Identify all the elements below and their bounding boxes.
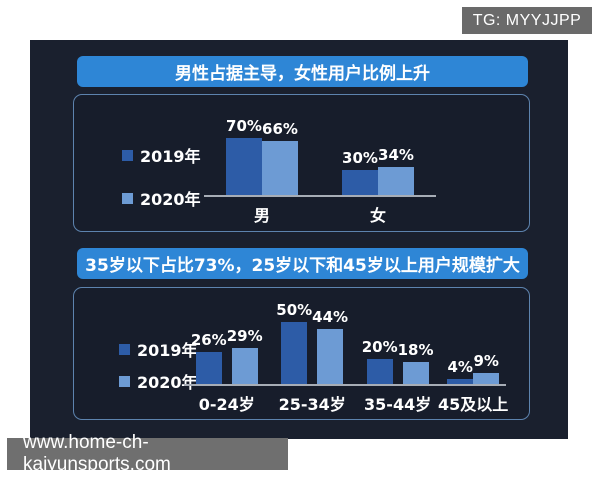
bar-wrap: 26% <box>191 331 227 384</box>
bar-group: 70% 66% 男 <box>226 117 298 225</box>
legend-item-2020: 2020年 <box>119 369 198 393</box>
bar-wrap: 50% <box>276 301 312 384</box>
bar-group: 20% 18% 35-44岁 <box>362 338 434 414</box>
category-label: 25-34岁 <box>278 395 346 414</box>
tg-badge: TG: MYYJJPP <box>462 7 592 34</box>
legend-swatch-2019 <box>122 149 133 161</box>
bar-2020年-0-24岁 <box>231 348 258 384</box>
bar-value-label: 50% <box>276 301 313 319</box>
bar-2020年-男 <box>262 141 298 195</box>
chart-2-panel: 2019年 2020年 26% 29% 0-24岁 50% 44% 25-34岁 20% 18… <box>73 287 530 420</box>
legend-label-2019: 2019年 <box>137 341 198 360</box>
bar-wrap: 30% <box>342 149 378 195</box>
legend-swatch-2020 <box>119 375 130 387</box>
bar-group: 50% 44% 25-34岁 <box>276 301 348 414</box>
bar-value-label: 66% <box>262 120 298 138</box>
category-label: 35-44岁 <box>364 395 432 414</box>
bar-value-label: 44% <box>312 308 349 326</box>
category-label: 45及以上 <box>438 395 509 414</box>
bar-2020年-45及以上 <box>473 373 500 384</box>
legend-swatch-2020 <box>122 192 133 204</box>
infographic-board: 男性占据主导，女性用户比例上升 2019年 2020年 70% 66% 男 30% 34… <box>30 40 568 439</box>
bar-wrap: 66% <box>262 120 298 195</box>
url-badge: www.home-ch-kaiyunsports.com <box>7 432 288 475</box>
legend-item-2019: 2019年 <box>119 337 198 361</box>
bar-wrap: 9% <box>473 352 500 384</box>
bar-2020年-35-44岁 <box>402 362 429 384</box>
legend-label-2020: 2020年 <box>137 373 198 392</box>
legend-label-2019: 2019年 <box>140 147 201 166</box>
plot-age: 26% 29% 0-24岁 50% 44% 25-34岁 20% 18% 35-44岁 4% 9% 4… <box>184 296 508 414</box>
legend-swatch-2019 <box>119 343 130 355</box>
plot-gender: 70% 66% 男 30% 34% 女 <box>204 105 436 225</box>
chart-1-title-banner: 男性占据主导，女性用户比例上升 <box>77 56 528 87</box>
bar-2019年-男 <box>226 138 262 195</box>
chart-2-title-banner: 35岁以下占比73%，25岁以下和45岁以上用户规模扩大 <box>77 248 528 279</box>
bar-group: 4% 9% 45及以上 <box>438 352 508 414</box>
legend-item-2020: 2020年 <box>122 186 201 210</box>
bar-group: 26% 29% 0-24岁 <box>191 327 263 414</box>
category-label: 女 <box>369 206 387 225</box>
legend-item-2019: 2019年 <box>122 143 201 167</box>
bar-value-label: 20% <box>361 338 398 356</box>
legend-label-2020: 2020年 <box>140 190 201 209</box>
bar-value-label: 70% <box>226 117 262 135</box>
category-label: 男 <box>253 206 271 225</box>
bar-wrap: 18% <box>398 341 434 384</box>
bar-2020年-女 <box>378 167 414 195</box>
bar-2019年-35-44岁 <box>366 359 393 384</box>
chart-1-panel: 2019年 2020年 70% 66% 男 30% 34% 女 <box>73 94 530 232</box>
bar-wrap: 44% <box>312 308 348 384</box>
bar-value-label: 18% <box>397 341 434 359</box>
bar-2019年-0-24岁 <box>195 352 222 384</box>
bar-wrap: 20% <box>362 338 398 384</box>
bar-2019年-25-34岁 <box>281 322 308 384</box>
bar-2019年-45及以上 <box>447 379 474 384</box>
bar-group: 30% 34% 女 <box>342 146 414 225</box>
bar-wrap: 70% <box>226 117 262 195</box>
bar-wrap: 4% <box>447 358 474 384</box>
bar-2019年-女 <box>342 170 378 195</box>
bar-value-label: 29% <box>226 327 263 345</box>
bar-value-label: 4% <box>447 358 473 376</box>
bar-value-label: 30% <box>342 149 378 167</box>
bar-wrap: 34% <box>378 146 414 195</box>
bar-wrap: 29% <box>227 327 263 384</box>
bar-2020年-25-34岁 <box>317 329 344 384</box>
bar-value-label: 34% <box>378 146 414 164</box>
category-label: 0-24岁 <box>198 395 255 414</box>
bar-value-label: 26% <box>190 331 227 349</box>
bar-value-label: 9% <box>473 352 499 370</box>
